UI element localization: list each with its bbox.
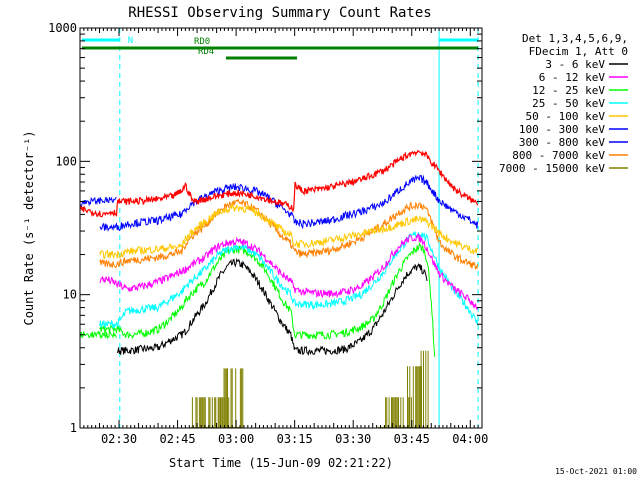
legend-header: FDecim 1, Att 0 xyxy=(529,45,628,58)
axes: 02:30 02:45 03:00 03:15 03:30 03:45 04:00 1 10 10… xyxy=(48,21,488,446)
legend: Det 1,3,4,5,6,9,FDecim 1, Att 03 - 6 keV… xyxy=(499,32,628,175)
legend-entry-50-100-kev: 50 - 100 keV xyxy=(526,110,606,123)
series-3-6-kev-line xyxy=(116,257,428,357)
plot-frame xyxy=(79,27,483,429)
legend-entry-25-50-kev: 25 - 50 keV xyxy=(532,97,605,110)
legend-entry-7000-15000-kev: 7000 - 15000 keV xyxy=(499,162,605,175)
series-100-300-kev-line xyxy=(99,174,479,232)
legend-header: Det 1,3,4,5,6,9, xyxy=(522,32,628,45)
legend-entry-300-800-kev: 300 - 800 keV xyxy=(519,136,605,149)
legend-entry-12-25-kev: 12 - 25 keV xyxy=(532,84,605,97)
y-axis-label: Count Rate (s⁻¹ detector⁻¹) xyxy=(22,130,36,325)
series-red-top-line xyxy=(79,149,479,218)
footer-date: 15-Oct-2021 01:00 xyxy=(555,467,637,476)
series-25-50-kev-line xyxy=(99,231,479,329)
y-tick-label: 1000 xyxy=(48,21,77,35)
series-100-300-kev-extra-line xyxy=(79,196,117,208)
radiation-segment-label: RD0 xyxy=(194,37,210,47)
legend-entry-3-6-kev: 3 - 6 keV xyxy=(545,58,605,71)
series-12-25-kev-extra-line xyxy=(79,330,117,340)
y-tick-label: 10 xyxy=(63,288,77,302)
night-marker-label: N xyxy=(128,36,133,46)
series-12-25-kev-line xyxy=(99,241,436,357)
series-800-7000-kev-line xyxy=(99,198,479,270)
legend-entry-100-300-kev: 100 - 300 keV xyxy=(519,123,605,136)
x-tick-label: 03:30 xyxy=(335,432,371,446)
x-tick-label: 02:30 xyxy=(101,432,137,446)
x-tick-label: 04:00 xyxy=(452,432,488,446)
y-tick-label: 1 xyxy=(70,421,77,435)
x-axis-label: Start Time (15-Jun-09 02:21:22) xyxy=(169,456,393,470)
series-6-12-kev-line xyxy=(99,233,479,311)
x-tick-label: 03:45 xyxy=(394,432,430,446)
x-tick-label: 03:00 xyxy=(218,432,254,446)
radiation-segment-label: RD4 xyxy=(198,47,214,57)
legend-entry-800-7000-kev: 800 - 7000 keV xyxy=(512,149,605,162)
y-tick-label: 100 xyxy=(55,154,77,168)
series-50-100-kev-line xyxy=(99,202,479,260)
legend-entry-6-12-kev: 6 - 12 keV xyxy=(539,71,606,84)
chart-title: RHESSI Observing Summary Count Rates xyxy=(128,5,431,21)
x-tick-label: 03:15 xyxy=(277,432,313,446)
x-tick-label: 02:45 xyxy=(160,432,196,446)
